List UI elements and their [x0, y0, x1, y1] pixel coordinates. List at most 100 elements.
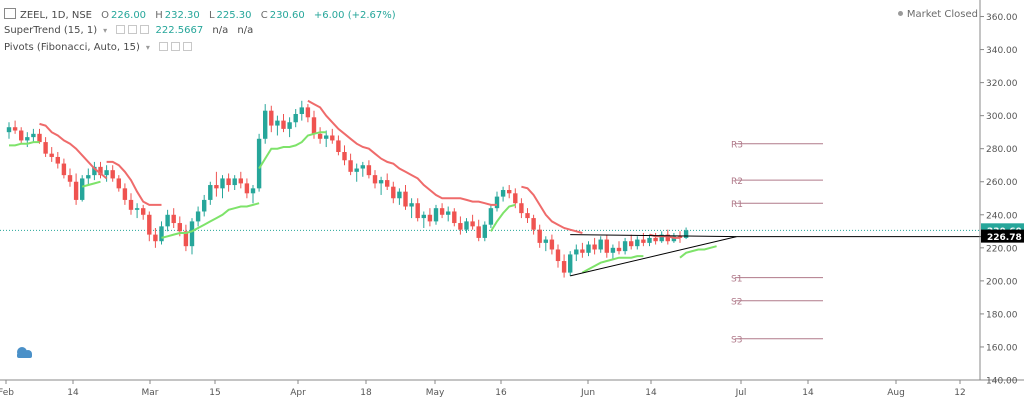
candle [153, 228, 158, 248]
supertrend-legend[interactable]: SuperTrend (15, 1) ▾ 222.5667 n/a n/a [4, 25, 259, 36]
candle [49, 147, 54, 162]
pivots-legend[interactable]: Pivots (Fibonacci, Auto, 15) ▾ [4, 42, 195, 53]
supertrend-lines [9, 99, 717, 274]
supertrend-name: SuperTrend (15, 1) [4, 25, 98, 36]
y-tick-label: 140.00 [986, 377, 1018, 387]
candle-body [73, 181, 79, 200]
candle [202, 194, 207, 217]
candle [476, 219, 481, 242]
pivot-levels: R3 R2 R1 S1 S2 S3 [731, 141, 823, 346]
pivot-label-s2: S2 [731, 298, 742, 308]
eye-icon[interactable] [159, 42, 169, 51]
candle-body [134, 208, 140, 210]
y-tick-label: 320.00 [986, 79, 1018, 89]
settings-icon[interactable] [128, 25, 138, 34]
trendline [570, 236, 737, 277]
x-tick-label: 18 [360, 388, 372, 398]
candle [348, 153, 353, 176]
candle [55, 152, 60, 169]
candle-body [446, 211, 451, 215]
candle [189, 218, 195, 255]
chevron-down-icon[interactable]: ▾ [145, 43, 150, 52]
candle-body [391, 186, 396, 199]
candle-body [598, 239, 603, 250]
candle-body [519, 203, 524, 214]
pivot-label-s3: S3 [731, 336, 742, 346]
candle [147, 211, 152, 242]
candle-body [281, 120, 286, 129]
candle [317, 127, 323, 144]
candle-body [653, 237, 658, 242]
candle-body [360, 165, 365, 169]
candle [305, 104, 311, 123]
candle-body [561, 261, 567, 273]
pivot-label-r2: R2 [731, 177, 743, 187]
candle-body [525, 213, 530, 219]
candle-body [342, 152, 347, 161]
x-tick-label: Jun [580, 388, 595, 398]
candle [586, 241, 591, 257]
candle [403, 185, 408, 210]
candle-body [421, 214, 426, 219]
candle [232, 175, 237, 190]
candle-body [403, 191, 408, 207]
chart-menu-icon[interactable] [4, 8, 16, 19]
chevron-down-icon[interactable]: ▾ [103, 26, 108, 35]
candle-body [116, 178, 121, 189]
ohlc-low-label: L [208, 10, 215, 21]
candle [281, 114, 286, 133]
candle-body [494, 196, 500, 209]
candle [580, 242, 585, 258]
pivot-label-r3: R3 [731, 141, 743, 151]
x-tick-label: 14 [645, 388, 657, 398]
candle-body [159, 226, 164, 242]
candle-body [287, 122, 292, 129]
supertrend-up-segment [161, 202, 260, 239]
x-tick-label: Apr [290, 388, 306, 398]
candle-body [683, 230, 689, 238]
candle [330, 128, 335, 144]
candle [214, 171, 219, 197]
settings-icon[interactable] [171, 42, 181, 51]
candle-body [293, 114, 298, 123]
eye-icon[interactable] [116, 25, 126, 34]
candle [378, 176, 384, 195]
candle-body [647, 237, 652, 243]
close-icon[interactable] [140, 25, 150, 34]
candle-body [147, 214, 152, 235]
candle [342, 145, 347, 166]
candle [116, 175, 121, 192]
candle-body [366, 165, 372, 176]
candles [6, 100, 689, 278]
candle-body [415, 203, 420, 219]
candle-body [104, 170, 109, 176]
candle-body [330, 135, 335, 141]
candle-body [378, 180, 384, 184]
candle-body [244, 183, 250, 194]
candle-body [604, 239, 609, 253]
candle [592, 237, 597, 255]
candle [391, 181, 396, 204]
candle-body [317, 133, 323, 139]
x-tick-label: 12 [954, 388, 965, 398]
candle [433, 204, 439, 225]
y-tick-label: 180.00 [986, 310, 1018, 320]
candle-body [110, 170, 115, 179]
supertrend-up-segment [81, 180, 101, 188]
candle-body [531, 218, 536, 230]
candle [250, 185, 256, 204]
candle-body [433, 208, 439, 222]
candle [647, 234, 652, 247]
candle-body [336, 140, 341, 152]
pivot-label-r1: R1 [731, 200, 743, 210]
candle [299, 100, 304, 121]
candle-body [324, 135, 329, 139]
candle [549, 234, 555, 255]
candle [385, 173, 390, 190]
close-icon[interactable] [183, 42, 193, 51]
candle [61, 158, 67, 179]
candle [360, 161, 365, 177]
candle [354, 163, 359, 182]
